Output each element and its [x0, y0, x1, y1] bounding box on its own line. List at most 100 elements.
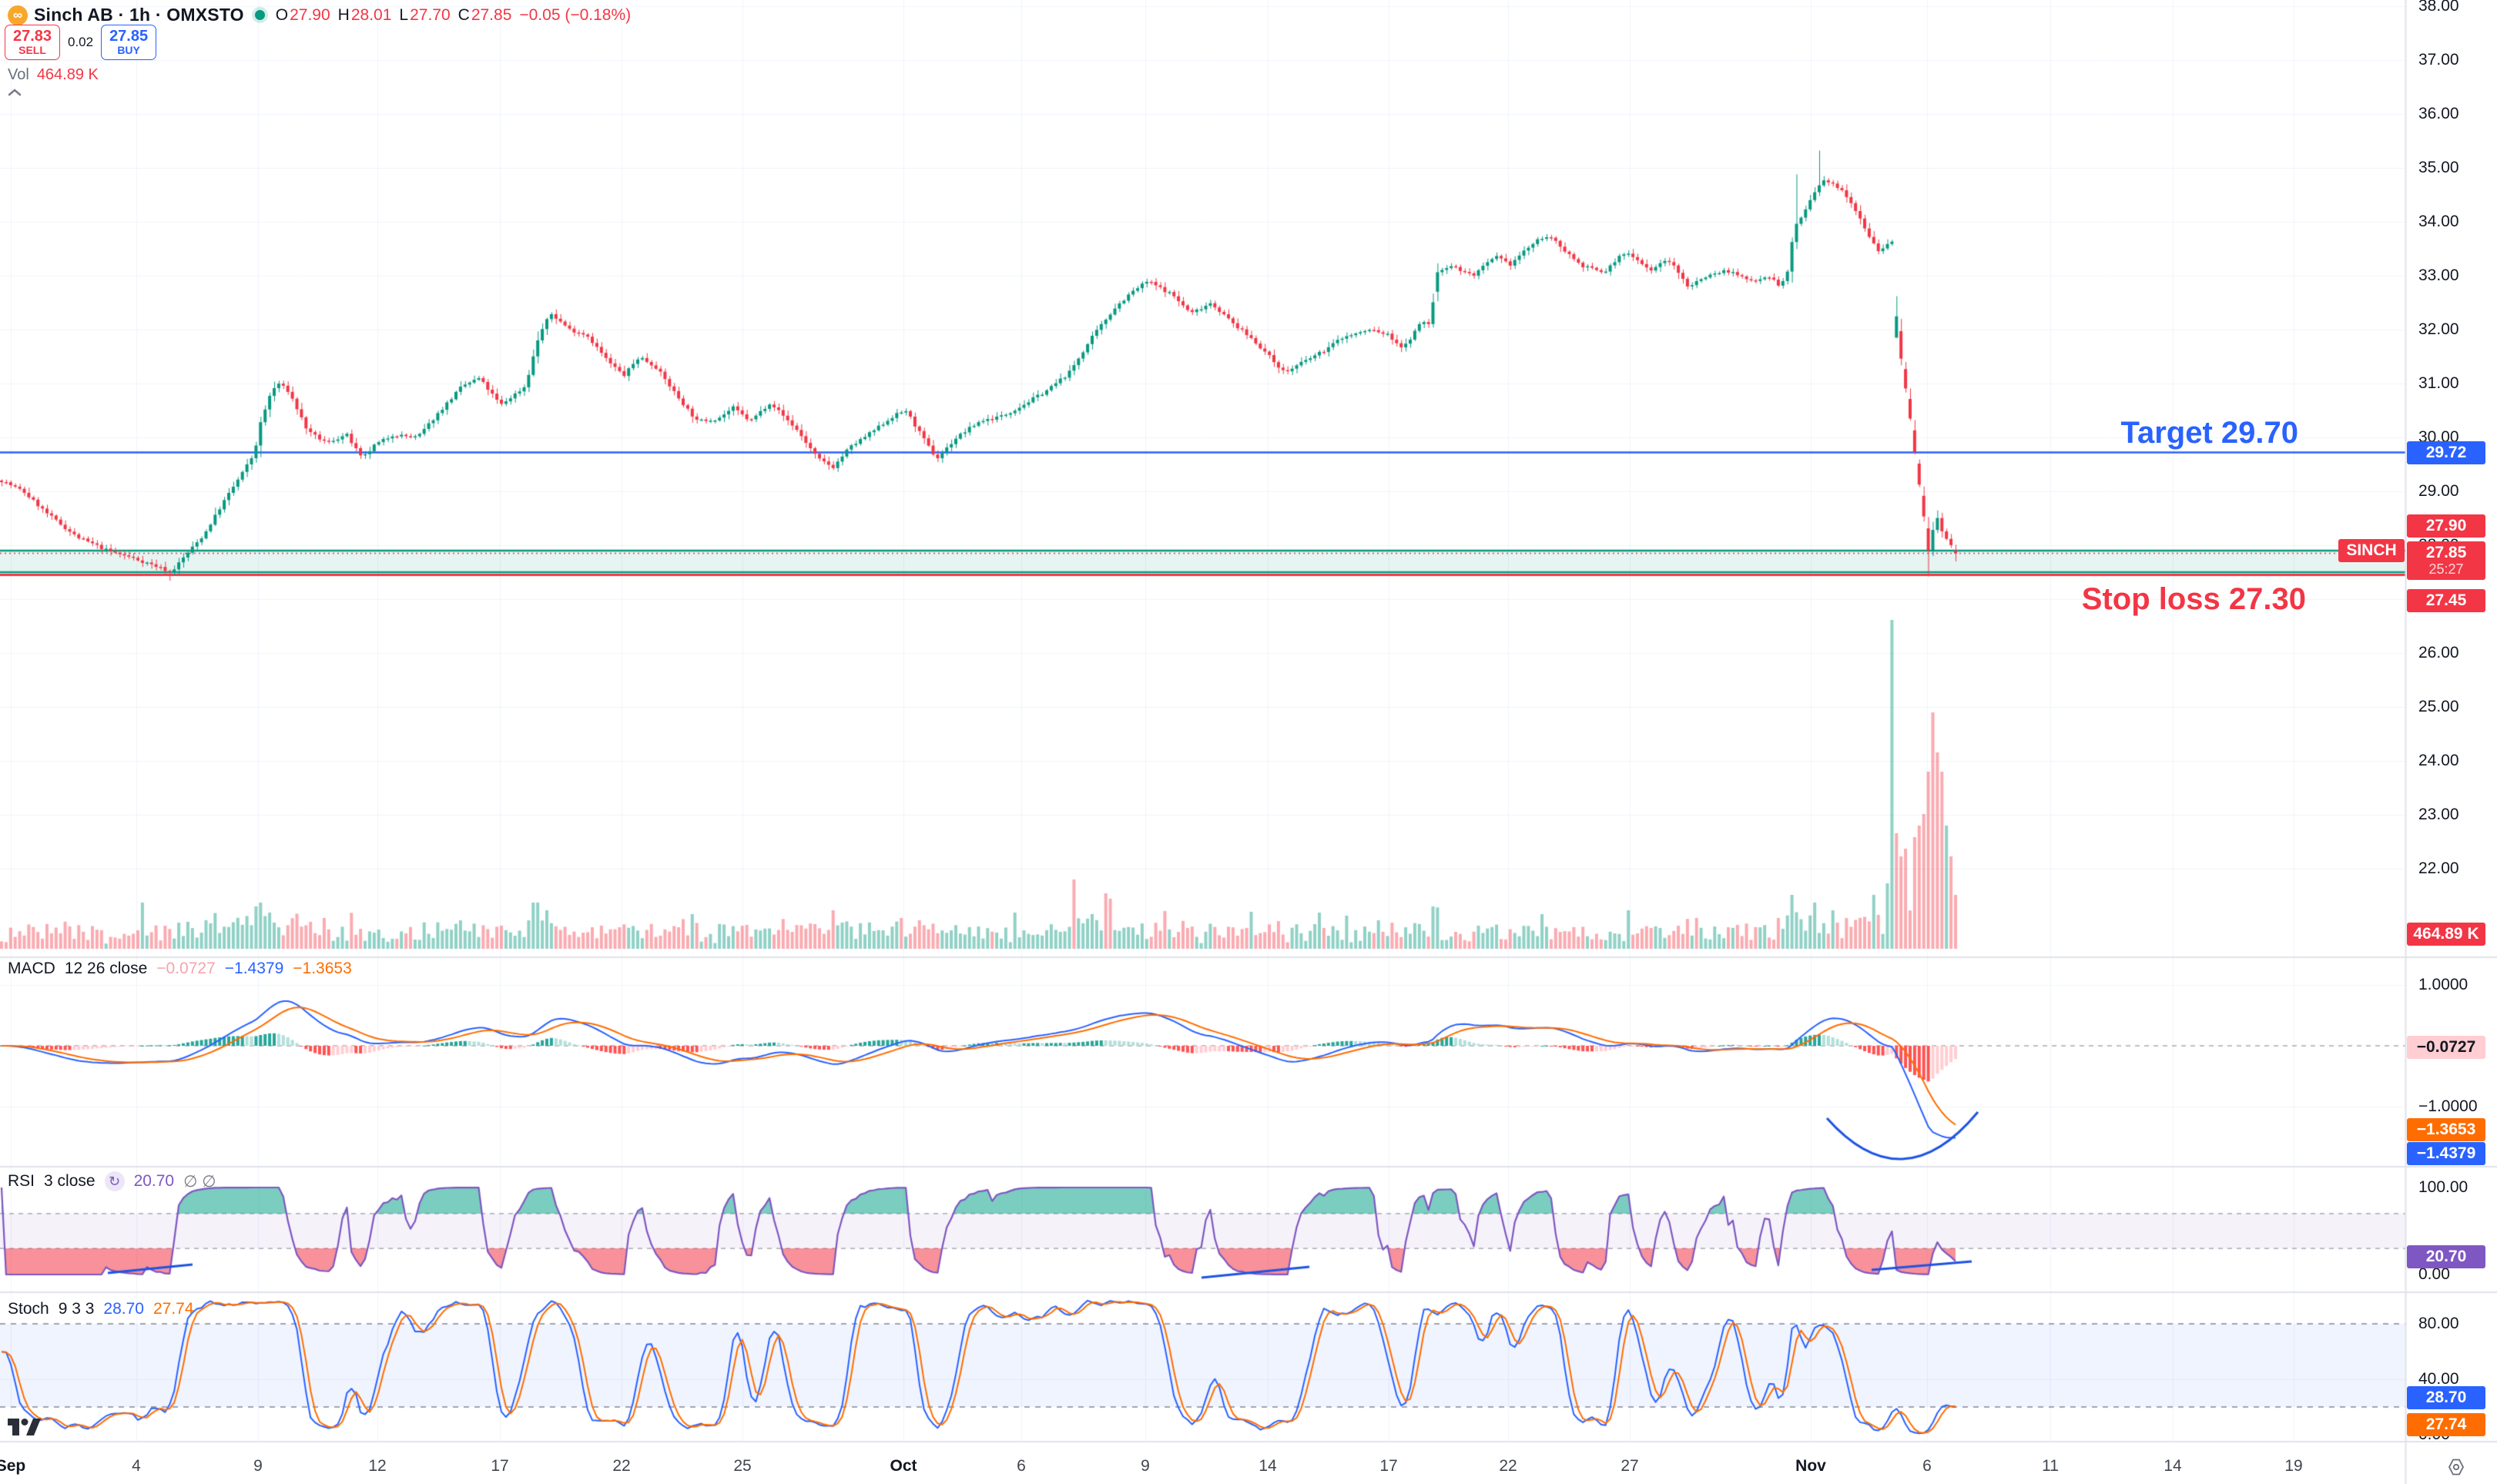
sell-label: SELL: [18, 44, 46, 57]
time-axis-tick: 12: [368, 1457, 387, 1475]
rsi-legend: RSI 3 close ↻ 20.70 ∅ ∅: [8, 1171, 216, 1191]
axis-badge-stoch-k: 28.70: [2407, 1386, 2485, 1409]
symbol-title[interactable]: Sinch AB · 1h · OMXSTO: [34, 5, 244, 25]
price-axis-tick: 37.00: [2418, 51, 2459, 69]
volume-row: Vol 464.89 K: [8, 66, 99, 84]
rsi-refresh-icon[interactable]: ↻: [104, 1171, 125, 1191]
price-axis-tick: 38.00: [2418, 0, 2459, 15]
price-axis-tick: 33.00: [2418, 266, 2459, 284]
stoch-axis-tick: 40.00: [2418, 1370, 2459, 1388]
rsi-extra-params: ∅ ∅: [183, 1172, 216, 1191]
time-axis-tick: 9: [1141, 1457, 1150, 1475]
symbol-logo-icon: ∞: [8, 5, 28, 25]
time-axis-tick: 14: [2164, 1457, 2182, 1475]
axis-badge-zone-top: 27.90: [2407, 514, 2485, 538]
axis-badge-stop-price: 27.45: [2407, 589, 2485, 612]
volume-label: Vol: [8, 66, 29, 83]
high-key: H: [337, 5, 350, 24]
axis-badge-macd-signal: −1.3653: [2407, 1118, 2485, 1141]
time-axis-tick: 11: [2042, 1457, 2059, 1475]
close-value: 27.85: [471, 5, 512, 24]
time-axis-tick: 6: [1017, 1457, 1026, 1475]
rsi-params: 3 close: [44, 1172, 96, 1190]
rsi-name: RSI: [8, 1172, 35, 1190]
macd-name: MACD: [8, 960, 55, 977]
time-axis-tick: 14: [1259, 1457, 1277, 1475]
buy-price: 27.85: [109, 28, 149, 45]
symbol-price-tag: SINCH: [2338, 539, 2405, 562]
stoch-legend: Stoch 9 3 3 28.70 27.74: [8, 1300, 194, 1318]
macd-axis-tick: 1.0000: [2418, 976, 2469, 993]
macd-line-value: −1.4379: [224, 960, 284, 977]
time-axis-tick: 9: [253, 1457, 263, 1475]
stoch-k-value: 28.70: [103, 1300, 144, 1318]
macd-legend: MACD 12 26 close −0.0727 −1.4379 −1.3653: [8, 960, 352, 978]
rsi-axis-tick: 100.00: [2418, 1178, 2469, 1196]
spread-value: 0.02: [68, 35, 94, 49]
bar-countdown: 25:27: [2428, 561, 2464, 577]
stoch-name: Stoch: [8, 1300, 49, 1318]
stoch-d-value: 27.74: [153, 1300, 194, 1318]
macd-params: 12 26 close: [64, 960, 148, 977]
sell-button[interactable]: 27.83 SELL: [5, 25, 60, 60]
price-axis-tick: 32.00: [2418, 320, 2459, 338]
time-axis-tick: 17: [491, 1457, 509, 1475]
time-axis-tick: 19: [2284, 1457, 2303, 1475]
time-axis-tick: 6: [1922, 1457, 1932, 1475]
time-axis-tick: 25: [733, 1457, 752, 1475]
rsi-value: 20.70: [133, 1172, 175, 1190]
macd-axis-tick: −1.0000: [2418, 1097, 2478, 1115]
target-annotation[interactable]: Target 29.70: [2120, 416, 2299, 450]
price-axis-tick: 26.00: [2418, 644, 2459, 662]
time-axis-tick: Sep: [0, 1457, 26, 1475]
buy-button[interactable]: 27.85 BUY: [101, 25, 157, 60]
axis-badge-macd-line: −1.4379: [2407, 1142, 2485, 1165]
rsi-axis-tick: 0.00: [2418, 1265, 2450, 1283]
high-value: 28.01: [350, 5, 392, 24]
price-axis-tick: 31.00: [2418, 374, 2459, 392]
timezone-settings-gear-icon[interactable]: [2446, 1457, 2466, 1477]
collapse-header-button[interactable]: [6, 86, 23, 99]
stop-loss-annotation[interactable]: Stop loss 27.30: [2081, 582, 2306, 616]
ohlc-values: O 27.90 H 28.01 L 27.70 C 27.85 −0.05 (−0.18…: [276, 6, 631, 25]
low-key: L: [399, 5, 409, 24]
price-axis-tick: 29.00: [2418, 482, 2459, 500]
symbol-header: ∞ Sinch AB · 1h · OMXSTO O 27.90 H 28.01 L…: [8, 5, 631, 25]
change-value: −0.05 (−0.18%): [519, 5, 632, 24]
buy-label: BUY: [117, 44, 140, 57]
price-axis-tick: 34.00: [2418, 213, 2459, 230]
sell-price: 27.83: [12, 28, 52, 45]
time-axis-tick: 17: [1379, 1457, 1398, 1475]
market-open-icon: [254, 10, 265, 20]
time-axis-tick: 27: [1621, 1457, 1639, 1475]
time-axis-tick: 22: [612, 1457, 631, 1475]
open-value: 27.90: [290, 5, 330, 24]
macd-hist-value: −0.0727: [156, 960, 216, 977]
axis-badge-target-price: 29.72: [2407, 441, 2485, 464]
time-axis-tick: Nov: [1795, 1457, 1826, 1475]
axis-badge-stoch-d: 27.74: [2407, 1413, 2485, 1436]
price-axis-tick: 23.00: [2418, 806, 2459, 823]
time-axis-tick: 4: [132, 1457, 141, 1475]
price-axis-tick: 25.00: [2418, 698, 2459, 715]
time-axis-tick: 22: [1499, 1457, 1517, 1475]
time-axis-tick: Oct: [890, 1457, 917, 1475]
price-axis-tick: 24.00: [2418, 752, 2459, 769]
axis-badge-last-price: 27.85 25:27: [2407, 541, 2485, 580]
axis-badge-macd-hist: −0.0727: [2407, 1036, 2485, 1059]
axis-badge-volume-value: 464.89 K: [2407, 923, 2485, 946]
low-value: 27.70: [410, 5, 451, 24]
stoch-axis-tick: 80.00: [2418, 1315, 2459, 1332]
volume-last-value: 464.89 K: [36, 66, 99, 83]
price-axis-tick: 22.00: [2418, 859, 2459, 877]
tradingview-logo[interactable]: [8, 1417, 42, 1437]
stoch-params: 9 3 3: [58, 1300, 95, 1318]
price-axis-tick: 36.00: [2418, 105, 2459, 122]
price-axis-tick: 35.00: [2418, 159, 2459, 176]
close-key: C: [458, 5, 470, 24]
open-key: O: [275, 5, 289, 24]
macd-signal-value: −1.3653: [293, 960, 352, 977]
axis-badge-rsi-value: 20.70: [2407, 1245, 2485, 1268]
